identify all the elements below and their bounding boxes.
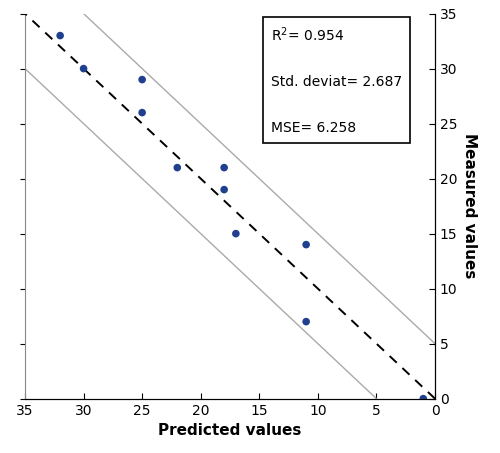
Point bbox=[174, 164, 182, 171]
X-axis label: Predicted values: Predicted values bbox=[158, 423, 302, 438]
Text: R$^2$= 0.954

Std. deviat= 2.687

MSE= 6.258: R$^2$= 0.954 Std. deviat= 2.687 MSE= 6.2… bbox=[271, 25, 402, 135]
Point bbox=[420, 395, 428, 402]
Y-axis label: Measured values: Measured values bbox=[462, 134, 477, 279]
Point bbox=[138, 76, 146, 83]
Point bbox=[220, 186, 228, 193]
Point bbox=[138, 109, 146, 116]
Point bbox=[56, 32, 64, 39]
Point bbox=[302, 318, 310, 325]
Point bbox=[80, 65, 88, 72]
Point bbox=[302, 241, 310, 248]
Point bbox=[232, 230, 240, 237]
Point bbox=[220, 164, 228, 171]
